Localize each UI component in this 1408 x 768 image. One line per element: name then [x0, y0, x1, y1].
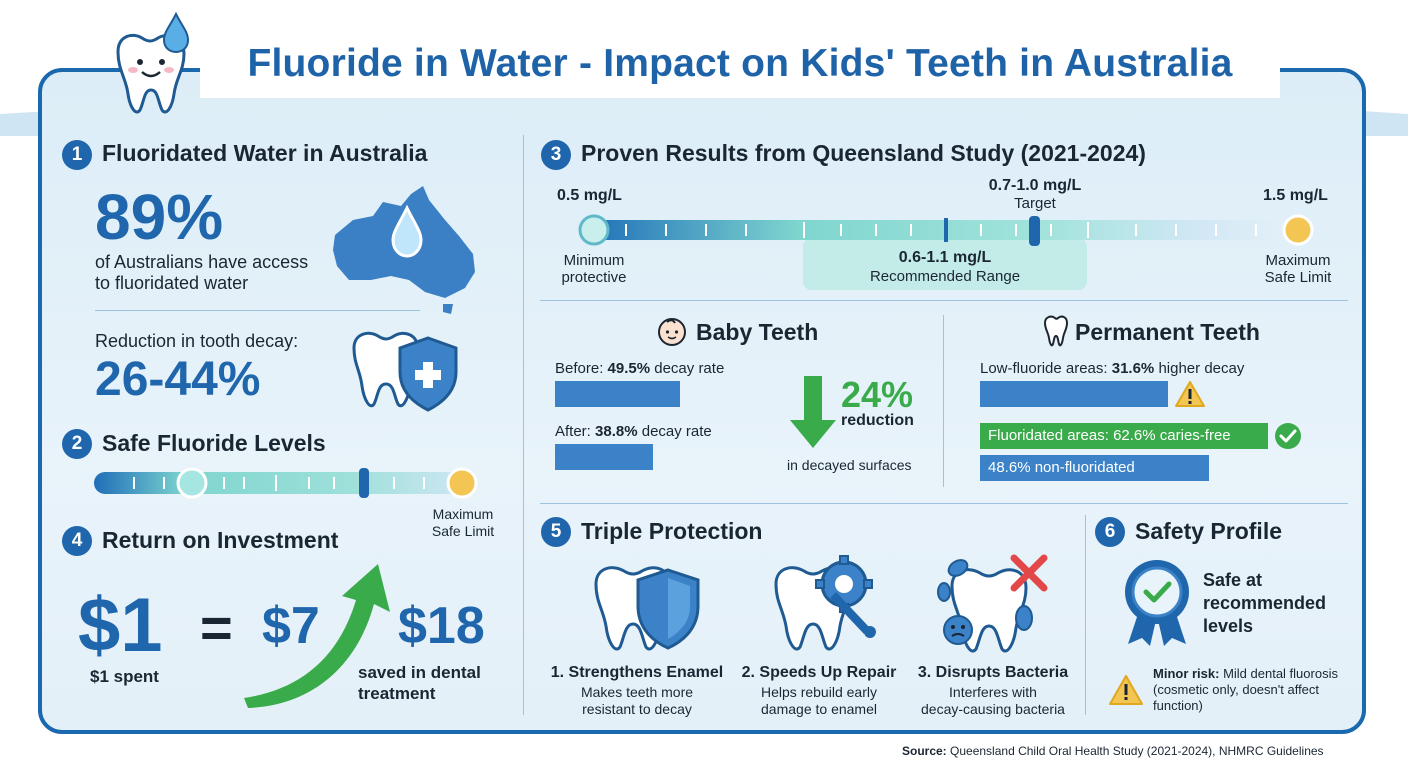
risk-text-line-3: function) — [1153, 698, 1203, 713]
down-arrow-icon — [790, 376, 836, 448]
risk-text-line-2: (cosmetic only, doesn't affect — [1153, 682, 1320, 697]
safe-text-line-3: levels — [1203, 616, 1254, 636]
tooth-shield-icon — [352, 331, 458, 412]
permanent-teeth-title: Permanent Teeth — [1075, 319, 1260, 345]
baby-after-text: After: 38.8% decay rate — [555, 423, 712, 440]
title-band — [200, 40, 1280, 98]
scale-target-value: 0.7-1.0 mg/L — [988, 177, 1082, 194]
recommended-range-box — [803, 238, 1087, 290]
scale-min-label-1: Minimum — [563, 252, 625, 269]
protection-3-title: 3. Disrupts Bacteria — [917, 664, 1069, 681]
safe-levels-gauge — [94, 467, 478, 499]
section-5-badge: 5 — [541, 517, 571, 547]
section-3-badge: 3 — [541, 140, 571, 170]
roi-saved-high: $18 — [398, 597, 485, 655]
section-6-badge: 6 — [1095, 517, 1125, 547]
section-1-divider — [95, 310, 420, 311]
warning-small-icon — [1109, 675, 1143, 705]
baby-after-bar — [555, 444, 653, 470]
safe-text-line-2: recommended — [1203, 593, 1327, 613]
reduction-label: Reduction in tooth decay: — [95, 331, 299, 351]
tooth-bacteria-icon — [937, 554, 1048, 653]
section-6-title: Safety Profile — [1135, 518, 1282, 544]
tooth-wrench-icon — [774, 555, 876, 651]
section-3-title: Proven Results from Queensland Study (20… — [581, 140, 1146, 166]
roi-spent-label: $1 spent — [90, 667, 159, 686]
access-percentage: 89% — [95, 181, 224, 253]
safe-text-line-1: Safe at — [1203, 570, 1263, 590]
scale-min-label-2: protective — [561, 269, 627, 286]
protection-1-line-2: resistant to decay — [582, 701, 692, 717]
section-5-divider — [540, 503, 1348, 504]
australia-map-icon — [333, 186, 475, 314]
baby-reduction-note: in decayed surfaces — [787, 457, 912, 473]
gauge-max-label-2: Safe Limit — [431, 523, 495, 539]
protection-3-line-2: decay-causing bacteria — [921, 701, 1065, 717]
risk-text-line-1: Minor risk: Mild dental fluorosis — [1153, 666, 1338, 681]
low-fluoride-bar — [980, 381, 1168, 407]
roi-saved-label-2: treatment — [358, 684, 436, 703]
section-6-divider — [1085, 515, 1086, 715]
roi-equals: = — [200, 596, 233, 659]
access-text-line-2: to fluoridated water — [95, 273, 249, 293]
section-2-badge: 2 — [62, 429, 92, 459]
section-2-title: Safe Fluoride Levels — [102, 430, 326, 456]
scale-min-value: 0.5 mg/L — [557, 187, 622, 204]
access-text-line-1: of Australians have access — [95, 252, 309, 272]
baby-before-text: Before: 49.5% decay rate — [555, 360, 725, 377]
scale-max-label-2: Safe Limit — [1264, 269, 1332, 286]
source-note: Source: Queensland Child Oral Health Stu… — [902, 744, 1324, 758]
reduction-value: 26-44% — [95, 353, 261, 406]
non-fluoridated-bar: 48.6% non-fluoridated — [980, 455, 1209, 481]
section-3-divider — [540, 300, 1348, 301]
baby-teeth-title: Baby Teeth — [696, 319, 819, 345]
gauge-max-label-1: Maximum — [432, 506, 494, 522]
roi-saved-low: $7 — [262, 597, 320, 655]
protection-2-title: 2. Speeds Up Repair — [741, 664, 897, 681]
growth-arrow-icon — [244, 564, 390, 708]
low-fluoride-text: Low-fluoride areas: 31.6% higher decay — [980, 360, 1245, 377]
protection-1-line-1: Makes teeth more — [580, 684, 694, 700]
recommended-range-value: 0.6-1.1 mg/L — [898, 249, 992, 266]
baby-face-icon — [658, 318, 686, 346]
fluoridated-bar: Fluoridated areas: 62.6% caries-free — [980, 423, 1268, 449]
protection-2-line-1: Helps rebuild early — [761, 684, 877, 700]
protection-3-line-1: Interferes with — [949, 684, 1037, 700]
roi-saved-label-1: saved in dental — [358, 663, 481, 682]
roi-spent-value: $1 — [78, 583, 163, 668]
baby-reduction-value: 24% — [841, 374, 914, 415]
scale-target-label: Target — [1014, 195, 1056, 212]
fluoride-scale-bar — [578, 214, 1314, 246]
page-title: Fluoride in Water - Impact on Kids' Teet… — [247, 42, 1233, 85]
award-badge-icon — [1125, 560, 1189, 646]
scale-max-value: 1.5 mg/L — [1263, 187, 1328, 204]
tooth-outline-icon — [1043, 315, 1069, 347]
check-circle-icon — [1275, 423, 1301, 449]
teeth-column-divider — [943, 315, 944, 487]
baby-before-bar — [555, 381, 680, 407]
section-1-badge: 1 — [62, 140, 92, 170]
scale-max-label-1: Maximum — [1265, 252, 1331, 269]
tooth-mascot-icon — [116, 11, 190, 114]
baby-reduction-label: reduction — [841, 412, 914, 429]
tooth-shield-enamel-icon — [594, 566, 700, 651]
warning-icon — [1175, 381, 1205, 407]
protection-1-title: 1. Strengthens Enamel — [550, 664, 724, 681]
section-4-badge: 4 — [62, 526, 92, 556]
section-5-title: Triple Protection — [581, 518, 763, 544]
protection-2-line-2: damage to enamel — [761, 701, 877, 717]
recommended-range-label: Recommended Range — [869, 268, 1021, 285]
section-4-title: Return on Investment — [102, 527, 339, 553]
column-divider — [523, 135, 524, 715]
section-1-title: Fluoridated Water in Australia — [102, 140, 428, 166]
